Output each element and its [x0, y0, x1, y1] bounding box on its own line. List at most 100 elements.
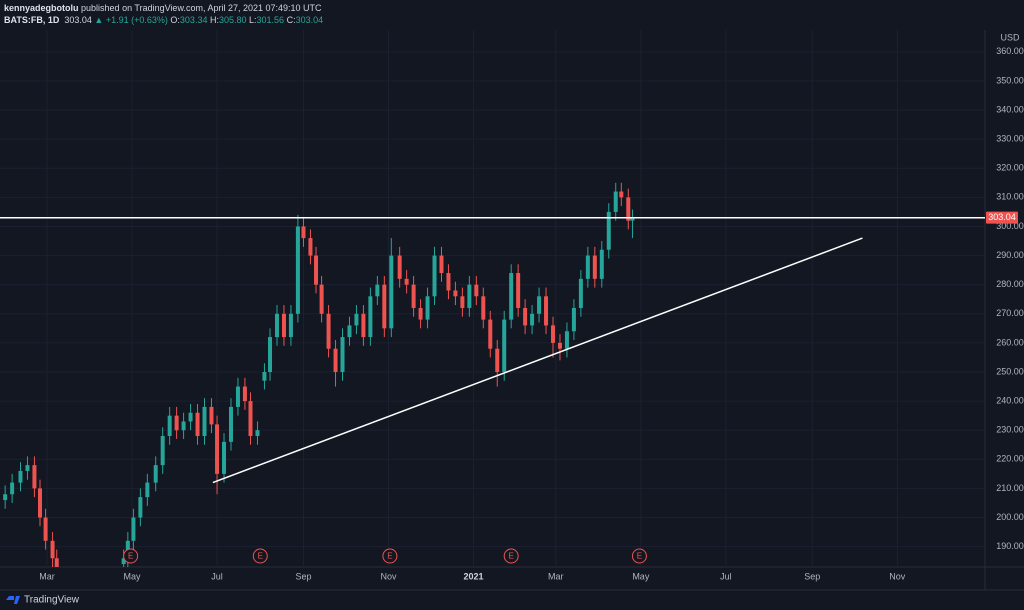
candle-body [202, 406, 207, 437]
price: 303.04 [64, 15, 92, 25]
candle-body [630, 217, 635, 221]
candle-body [167, 415, 172, 437]
candle-body [544, 296, 549, 326]
candle-body [488, 319, 493, 349]
earnings-marker [252, 548, 268, 564]
candle-body [571, 307, 576, 332]
earnings-label: E [258, 552, 263, 561]
x-tick-label: May [124, 571, 142, 581]
candle-body [340, 337, 345, 372]
candle-body [160, 436, 165, 466]
y-tick-label: 310.00 [996, 192, 1024, 202]
l-label: L: [249, 15, 257, 25]
candle-body [195, 412, 200, 437]
earnings-marker [123, 548, 139, 564]
x-tick-label: Sep [295, 571, 311, 581]
trend-line [212, 237, 863, 484]
y-tick-label: 360.00 [996, 46, 1024, 56]
candle-body [585, 255, 590, 279]
currency: USD [1000, 32, 1020, 42]
candle-body [228, 406, 233, 442]
candle-body [347, 325, 352, 338]
candle-body [308, 238, 313, 256]
candle-body [432, 255, 437, 297]
candle-body [523, 307, 528, 326]
candle-body [181, 421, 186, 431]
candle-body [389, 255, 394, 329]
candle-body [516, 273, 521, 308]
y-tick-label: 320.00 [996, 163, 1024, 173]
o: 303.34 [179, 15, 208, 25]
candle-body [121, 558, 126, 565]
earnings-marker [503, 548, 519, 564]
grid [0, 30, 985, 567]
candle-body [460, 296, 465, 308]
y-tick-label: 300.00 [996, 221, 1024, 231]
y-tick-label: 220.00 [996, 454, 1024, 464]
candle-body [10, 482, 15, 495]
l: 301.56 [256, 15, 285, 25]
candle-body [626, 197, 631, 221]
candle-body [613, 191, 618, 212]
x-tick-label: Jul [720, 571, 732, 581]
price-tag [986, 211, 1018, 224]
candle-body [509, 273, 514, 320]
candle-body [288, 313, 293, 338]
y-tick-label: 230.00 [996, 425, 1024, 435]
candle-body [404, 278, 409, 285]
candle-body [18, 470, 23, 483]
symbol: BATS:FB, 1D [4, 15, 60, 25]
candle-body [50, 540, 55, 559]
candle-body [248, 401, 253, 437]
candle-body [446, 273, 451, 291]
candle-body [375, 284, 380, 297]
y-tick-label: 210.00 [996, 483, 1024, 493]
candle-body [578, 278, 583, 308]
candle-body [592, 255, 597, 279]
candle-body [32, 465, 37, 489]
candle-body [354, 313, 359, 326]
candle-body [255, 430, 260, 437]
c: 303.04 [295, 15, 324, 25]
candle-body [215, 424, 220, 474]
earnings-label: E [387, 552, 392, 561]
brand: TradingView [24, 595, 80, 606]
publish-line: kennyadegbotolu published on TradingView… [4, 3, 322, 13]
candle-body [25, 465, 30, 471]
candle-body [599, 249, 604, 279]
x-tick-label: Mar [39, 571, 55, 581]
x-tick-label: Mar [548, 571, 564, 581]
candle-body [502, 319, 507, 372]
candle-body [564, 331, 569, 349]
earnings-marker [631, 548, 647, 564]
x-tick-label: Jul [211, 571, 223, 581]
y-tick-label: 240.00 [996, 395, 1024, 405]
change-arrow: ▲ [94, 15, 104, 25]
candle-body [188, 412, 193, 422]
candle-body [174, 415, 179, 431]
candle-body [326, 313, 331, 349]
candle-body [242, 386, 247, 402]
h: 305.80 [218, 15, 247, 25]
candle-body [153, 465, 158, 483]
candle-body [619, 191, 624, 198]
plot [0, 182, 985, 567]
x-tick-label: May [632, 571, 650, 581]
o-label: O: [170, 15, 180, 25]
x-tick-label: Nov [380, 571, 397, 581]
candle-body [411, 284, 416, 308]
candle-body [301, 226, 306, 239]
candle-body [361, 313, 366, 338]
candle-body [557, 342, 562, 349]
earnings-label: E [509, 552, 514, 561]
candle-body [268, 337, 273, 372]
candle-body [138, 497, 143, 518]
y-tick-label: 350.00 [996, 75, 1024, 85]
candle-body [209, 406, 214, 425]
candle-body [467, 284, 472, 308]
y-tick-label: 290.00 [996, 250, 1024, 260]
author: kennyadegbotolu [4, 3, 79, 13]
candle-body [537, 296, 542, 314]
